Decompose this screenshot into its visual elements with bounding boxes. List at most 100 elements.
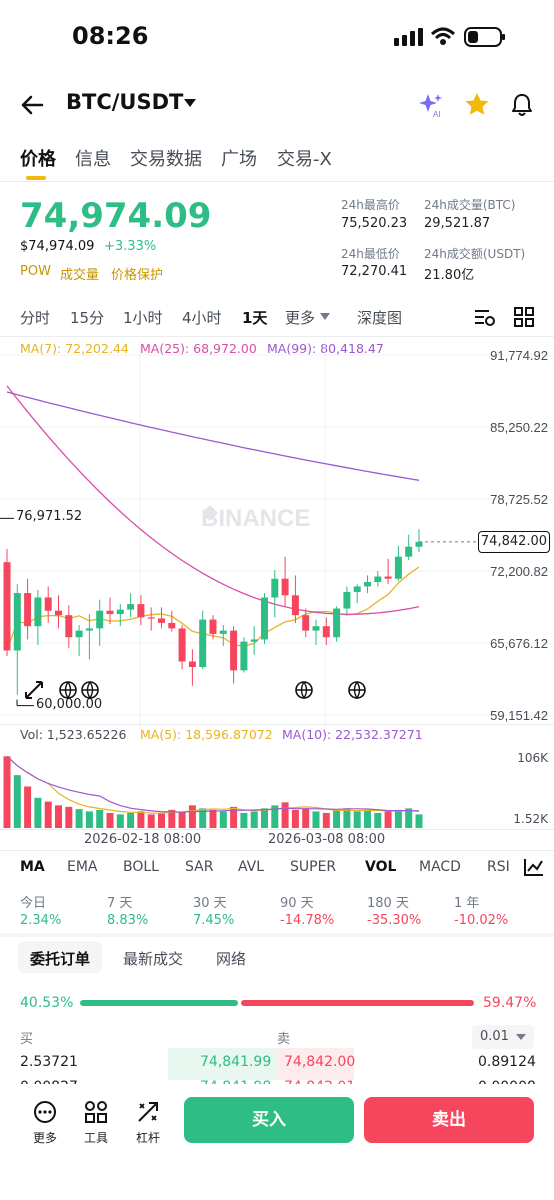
price-change: +3.33% (104, 239, 157, 254)
back-arrow-icon[interactable] (20, 94, 44, 116)
usd-price: $74,974.09 (20, 239, 95, 254)
precision-select[interactable]: 0.01 (472, 1025, 534, 1049)
volume-bar (261, 808, 268, 828)
precision-dropdown-icon (516, 1034, 526, 1040)
interval-depth[interactable]: 深度图 (357, 309, 403, 327)
indicator-chart-icon[interactable] (523, 857, 545, 877)
favorite-star-icon[interactable] (464, 92, 490, 116)
tab-trade-x[interactable]: 交易-X (277, 149, 332, 170)
tag-pow[interactable]: POW (20, 264, 51, 279)
event-globe-icon[interactable] (347, 680, 367, 700)
candle-body (127, 604, 135, 610)
volume-divider (0, 724, 554, 725)
event-globe-icon[interactable] (294, 680, 314, 700)
ma99-line (6, 391, 420, 481)
tag-price-protection[interactable]: 价格保护 (111, 268, 164, 283)
alert-bell-icon[interactable] (510, 92, 534, 118)
ai-sparkle-icon[interactable]: AI (418, 92, 446, 118)
volume-bar (405, 808, 413, 828)
ask-price[interactable]: 74,842.00 (284, 1054, 356, 1070)
interval-4h[interactable]: 4小时 (182, 309, 222, 327)
candle-body (13, 593, 21, 651)
event-globe-icon[interactable] (58, 680, 78, 700)
tools-grid-icon (85, 1101, 107, 1123)
active-tab-indicator (26, 176, 46, 180)
tab-open-orders[interactable]: 委托订单 (30, 950, 91, 968)
bid-price[interactable]: 74,841.99 (200, 1054, 272, 1070)
indicator-ema[interactable]: EMA (67, 859, 98, 875)
volume-bar (364, 809, 371, 828)
perf-label-1y: 1 年 (454, 896, 480, 911)
bid-depth-bar (168, 1048, 278, 1080)
candle-body (405, 546, 413, 557)
interval-1d[interactable]: 1天 (242, 309, 268, 327)
indicator-sar[interactable]: SAR (185, 859, 214, 875)
interval-1h[interactable]: 1小时 (123, 309, 163, 327)
sell-button[interactable]: 卖出 (364, 1097, 534, 1143)
tab-trading-data[interactable]: 交易数据 (130, 149, 202, 170)
more-dots-icon (34, 1101, 56, 1123)
fullscreen-expand-icon[interactable] (24, 680, 44, 700)
y-axis-tick: 65,676.12 (490, 636, 548, 651)
high-marker: 76,971.52 (16, 509, 83, 525)
chart-settings-icon[interactable] (474, 307, 496, 327)
tab-network[interactable]: 网络 (216, 950, 247, 968)
candle-body (353, 586, 361, 592)
candlestick-chart[interactable]: BINANCE 91,774.92 85,250.22 78,725.52 72,20… (0, 340, 554, 730)
tag-volume[interactable]: 成交量 (60, 268, 100, 283)
more-button[interactable]: 更多 (25, 1100, 65, 1146)
indicator-boll[interactable]: BOLL (123, 859, 159, 875)
volume-bar (158, 812, 165, 828)
candle-body (261, 597, 268, 640)
volume-bar (147, 814, 155, 828)
current-price-tag: 74,842.00 (478, 530, 550, 553)
perf-label-today: 今日 (20, 896, 47, 911)
event-globe-icon[interactable] (80, 680, 100, 700)
candle-body (374, 576, 382, 583)
pair-dropdown-icon[interactable] (184, 99, 196, 109)
volume-bar (75, 809, 83, 828)
buy-button[interactable]: 买入 (184, 1097, 354, 1143)
indicator-ma[interactable]: MA (20, 859, 45, 875)
indicator-tools-bg (512, 852, 554, 882)
volume-bar (168, 809, 176, 828)
tools-button[interactable]: 工具 (76, 1100, 116, 1146)
interval-15m[interactable]: 15分 (70, 309, 105, 327)
candle-body (85, 628, 93, 631)
volume-bar (106, 812, 114, 828)
y-axis-tick: 78,725.52 (490, 492, 548, 507)
layout-grid-icon[interactable] (514, 307, 534, 327)
volume-bar (230, 806, 238, 828)
tab-info[interactable]: 信息 (75, 149, 111, 170)
high-value: 75,520.23 (341, 216, 408, 231)
volume-bar (312, 811, 320, 828)
indicator-super[interactable]: SUPER (290, 859, 337, 875)
volume-bar (178, 811, 186, 828)
pair-title[interactable]: BTC/USDT (66, 90, 184, 114)
interval-more[interactable]: 更多 (285, 309, 316, 327)
ask-qty: 0.89124 (478, 1054, 536, 1070)
candle-body (137, 604, 145, 618)
volume-bar (219, 811, 227, 828)
tab-square[interactable]: 广场 (221, 149, 257, 170)
precision-value: 0.01 (480, 1029, 509, 1044)
indicator-rsi[interactable]: RSI (487, 859, 510, 875)
volume-ma10-line (6, 755, 420, 813)
more-dropdown-icon[interactable] (320, 313, 330, 321)
indicator-avl[interactable]: AVL (238, 859, 265, 875)
indicator-vol[interactable]: VOL (365, 859, 397, 875)
volume-bar (333, 809, 341, 828)
candle-body (281, 578, 289, 596)
volume-bar (96, 809, 104, 828)
candle-body (34, 597, 42, 627)
y-axis-tick: 59,151.42 (490, 708, 548, 723)
leverage-button[interactable]: 杠杆 (128, 1100, 168, 1146)
candle-body (188, 661, 196, 668)
candle-body (55, 610, 62, 616)
sell-ratio-bar (241, 1000, 474, 1006)
tab-price[interactable]: 价格 (20, 149, 56, 170)
interval-line[interactable]: 分时 (20, 309, 51, 327)
svg-text:AI: AI (433, 110, 441, 118)
indicator-macd[interactable]: MACD (419, 859, 461, 875)
tab-latest-trades[interactable]: 最新成交 (123, 950, 184, 968)
